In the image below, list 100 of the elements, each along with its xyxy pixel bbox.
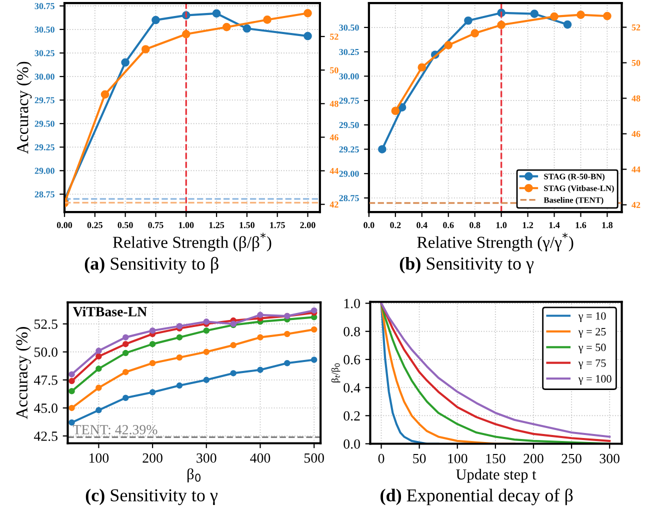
x-tick-label: 0 [378, 454, 384, 464]
x-axis-title: β$_{0}$ [187, 468, 201, 482]
x-tick-label: 1.4 [549, 222, 560, 228]
x-axis-title: Relative Strength (β/β$^{*}$) [112, 232, 272, 252]
point [96, 366, 102, 372]
x-tick-label: 0.0 [364, 222, 374, 228]
y2-tick-label: 44 [632, 166, 640, 172]
x-tick-label: 150 [486, 454, 506, 464]
y-tick-label: 0.4 [344, 383, 360, 393]
point [122, 368, 129, 376]
point [230, 370, 236, 376]
y-tick-label: 1.0 [344, 298, 360, 308]
y2-tick-label: 50 [330, 67, 338, 74]
point [310, 326, 318, 333]
legend-label: γ = 75 [578, 359, 606, 370]
y-tick-label: 30.25 [34, 50, 54, 56]
y2-tick-label: 48 [330, 100, 338, 107]
y2-tick-label: 50 [632, 60, 640, 66]
x-tick-label: 1.00 [178, 222, 194, 228]
text: (b) Sensitivity to γ [400, 257, 534, 274]
point [149, 389, 156, 396]
point [176, 334, 183, 340]
point [68, 378, 75, 384]
point [203, 327, 210, 334]
y2-tick-label: 42 [330, 202, 338, 208]
y-tick-label: 45.0 [34, 404, 58, 413]
x-tick-label: 1.75 [270, 222, 285, 228]
y-tick-label: 30.00 [34, 74, 54, 80]
y-tick-label: 29.75 [34, 97, 54, 104]
y2-tick-label: 52 [330, 34, 338, 40]
point [418, 63, 426, 72]
point [176, 354, 183, 361]
x-tick-label: 0.8 [470, 222, 480, 228]
x-tick-label: 1.0 [496, 222, 507, 228]
y2-tick-label: 52 [632, 24, 640, 30]
point [96, 407, 102, 414]
point [68, 388, 75, 394]
point [149, 360, 156, 366]
point [304, 32, 312, 40]
point [96, 348, 102, 354]
point [310, 356, 318, 363]
x-tick-label: 0.75 [148, 222, 164, 228]
y-tick-label: 29.00 [34, 168, 54, 174]
point [96, 353, 102, 360]
point [122, 394, 129, 401]
point [603, 12, 612, 20]
point [141, 45, 150, 54]
text: (d) Exponential decay of β [380, 488, 573, 506]
point [149, 327, 156, 334]
y-tick-label: 29.50 [339, 122, 359, 128]
x-tick-label: 0.00 [56, 222, 72, 228]
y2-tick-label: 42 [632, 202, 640, 208]
point [550, 12, 558, 21]
point [222, 22, 231, 32]
point [121, 58, 130, 67]
legend-label: STAG (Vitbase-LN) [544, 185, 614, 193]
y2-tick-label: 44 [330, 168, 338, 174]
legend-label: STAG (R-50-BN) [544, 173, 604, 182]
point [149, 340, 156, 348]
y-tick-label: 50.0 [34, 347, 58, 357]
y-tick-label: 0.8 [344, 326, 360, 336]
point [304, 9, 312, 18]
point [96, 384, 102, 391]
x-tick-label: 100 [89, 453, 109, 463]
y-tick-label: 30.50 [34, 26, 54, 33]
x-tick-label: 1.50 [240, 222, 254, 228]
x-tick-label: 300 [600, 454, 620, 464]
point [378, 145, 386, 154]
point [203, 376, 210, 384]
y-tick-label: 47.5 [34, 376, 58, 385]
x-tick-label: 100 [448, 454, 468, 464]
point [203, 348, 210, 356]
point [444, 41, 453, 50]
point [284, 360, 290, 366]
legend-label: γ = 100 [578, 375, 612, 385]
point [257, 312, 264, 318]
y2-tick-label: 48 [632, 95, 640, 102]
x-axis-title: Relative Strength (γ/γ$^{*}$) [417, 232, 574, 252]
y-tick-label: 29.25 [339, 146, 359, 152]
x-tick-label: 200 [524, 454, 544, 464]
x-tick-label: 0.6 [443, 222, 454, 228]
y-tick-label: 0.0 [344, 439, 360, 449]
y-tick-label: 28.75 [339, 195, 359, 202]
point [122, 340, 129, 348]
annotation: ViTBase-LN [72, 306, 147, 316]
legend-label: γ = 25 [578, 328, 606, 338]
point [182, 30, 190, 38]
text: (a) Sensitivity to β [84, 256, 218, 274]
y-tick-label: 29.25 [34, 144, 54, 150]
y-tick-label: 30.75 [34, 3, 54, 10]
point [563, 20, 572, 29]
point [263, 16, 272, 24]
legend-label: γ = 50 [578, 344, 606, 354]
x-tick-label: 250 [562, 454, 582, 464]
y-tick-label: 52.5 [34, 320, 58, 329]
y-tick-label: 0.6 [344, 355, 360, 364]
x-tick-label: 400 [250, 453, 270, 463]
point [176, 382, 183, 389]
x-tick-label: 50 [413, 454, 426, 464]
x-tick-label: 1.6 [576, 222, 586, 228]
